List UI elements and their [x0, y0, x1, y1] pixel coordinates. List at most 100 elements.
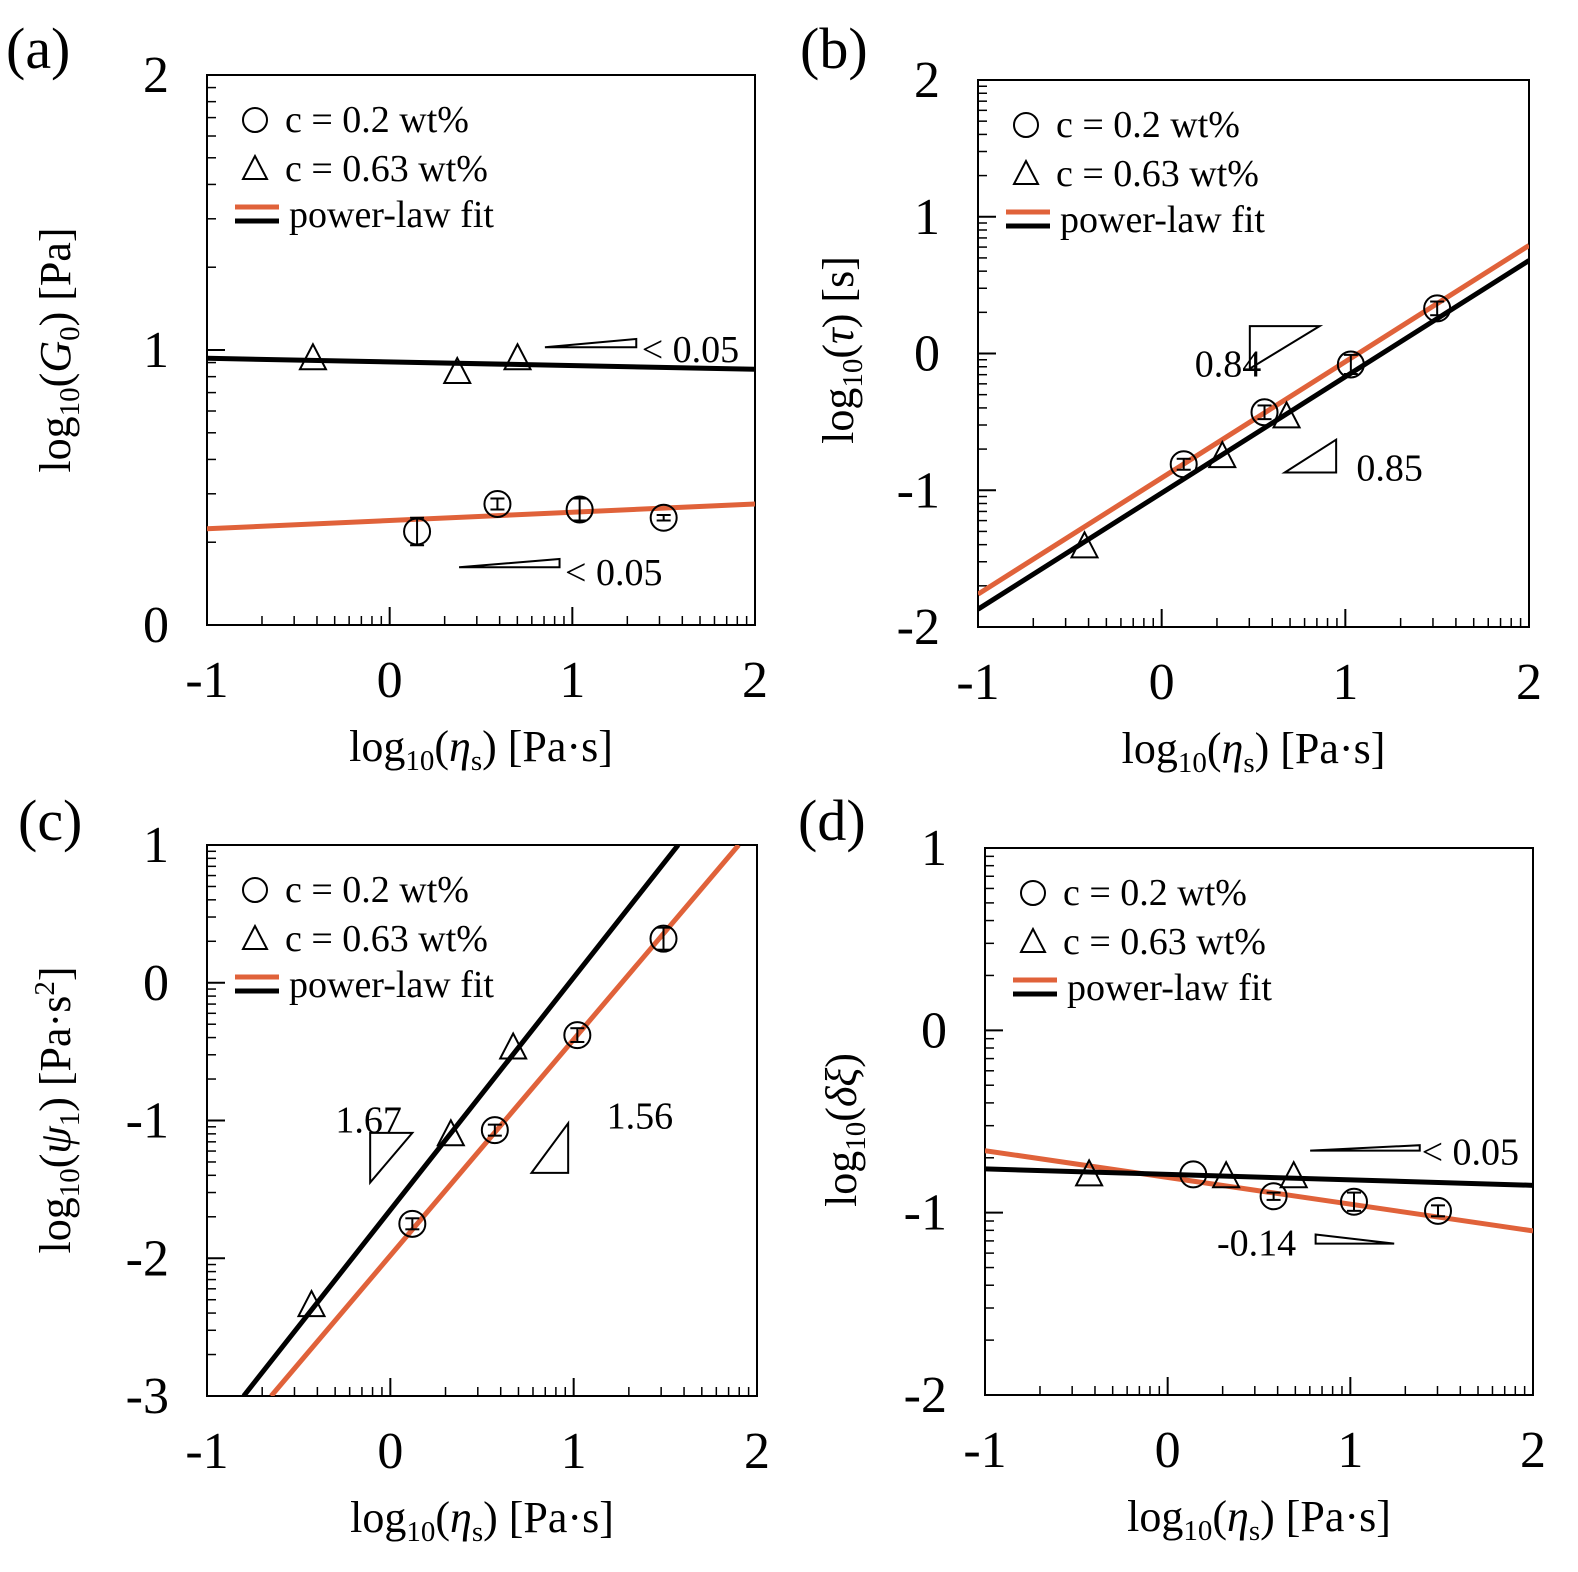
legend-triangle-icon [1019, 926, 1047, 953]
slope-triangle [369, 1131, 415, 1186]
x-axis-label: log10(ηs) [Pa·s] [1127, 1492, 1391, 1547]
data-point-circle [1179, 1160, 1208, 1189]
x-tick-label: 0 [1155, 1422, 1181, 1479]
x-tick-label: 1 [1332, 654, 1358, 711]
x-tick-label: -1 [185, 1423, 228, 1480]
x-axis-label: log10(ηs) [Pa·s] [350, 1493, 614, 1548]
data-point-triangle [1074, 1158, 1104, 1187]
data-point-circle [1169, 450, 1198, 479]
data-point-circle [1424, 1196, 1453, 1225]
legend-circle-icon [242, 877, 268, 903]
plot-frame [984, 847, 1534, 1396]
legend-circle-icon [1020, 880, 1046, 906]
slope-label: < 0.05 [642, 329, 739, 371]
y-axis-label: log10(ψ1) [Pa·s2] [29, 967, 86, 1254]
legend-label: c = 0.2 wt% [285, 869, 469, 911]
x-tick-label: 2 [1516, 654, 1542, 711]
y-tick-label: 1 [143, 817, 169, 874]
y-tick-label: 2 [143, 47, 169, 104]
y-tick-label: 2 [914, 52, 940, 109]
y-tick-label: -1 [904, 1185, 947, 1242]
fit-line-black [207, 355, 755, 372]
data-point-circle [480, 1116, 509, 1145]
panel-label: (a) [6, 16, 70, 81]
y-tick-label: -3 [126, 1368, 169, 1425]
slope-label: < 0.05 [565, 552, 662, 594]
data-point-triangle [1271, 400, 1302, 429]
legend-label: c = 0.2 wt% [1056, 104, 1240, 146]
data-point-triangle [1279, 1160, 1309, 1189]
legend-label: power-law fit [1060, 199, 1265, 241]
legend-label: c = 0.63 wt% [1056, 153, 1259, 195]
legend-triangle-icon [1012, 158, 1040, 185]
slope-label: 1.56 [607, 1095, 674, 1137]
fit-line-black [978, 258, 1529, 612]
data-point-triangle [1211, 1160, 1241, 1189]
slope-label: 0.85 [1356, 447, 1423, 489]
y-tick-label: 1 [143, 322, 169, 379]
data-point-circle [398, 1209, 427, 1238]
slope-triangle [458, 557, 561, 569]
slope-triangle [1310, 1144, 1421, 1152]
slope-label: < 0.05 [1422, 1131, 1519, 1173]
x-axis-label: log10(ηs) [Pa·s] [1122, 724, 1386, 779]
legend: c = 0.2 wt% c = 0.63 wt%power-law fit [235, 99, 494, 236]
panel-b: (b) -1 0 1 2 -2 -1 0 1 2 log10(ηs) [Pa·s] log10(τ) … [800, 16, 1542, 779]
fit-line-black [241, 845, 681, 1396]
x-tick-label: 2 [744, 1423, 770, 1480]
data-point-circle [1339, 1187, 1368, 1216]
data-point-circle [649, 503, 678, 532]
x-tick-label: 2 [1520, 1422, 1546, 1479]
legend-label: c = 0.2 wt% [285, 99, 469, 141]
data-point-circle [403, 517, 432, 546]
slope-label: -0.14 [1217, 1223, 1296, 1265]
data-point-triangle [442, 355, 472, 384]
x-tick-label: -1 [185, 652, 228, 709]
fit-line-black [985, 1166, 1533, 1188]
slope-triangle [1281, 437, 1338, 474]
data-point-triangle [436, 1118, 466, 1147]
x-tick-label: 0 [1149, 654, 1175, 711]
x-tick-label: 1 [561, 1423, 587, 1480]
panel-label: (c) [18, 788, 82, 853]
y-axis-label: log10(G0) [Pa] [31, 227, 86, 472]
panel-a: (a) -1 0 1 2 0 1 2 log10(ηs) [Pa·s] log10(G0) [Pa… [6, 16, 768, 777]
y-tick-label: -1 [897, 462, 940, 519]
slope-triangle [529, 1120, 570, 1174]
fit-line-orange [985, 1148, 1533, 1234]
y-tick-label: 0 [914, 326, 940, 383]
legend-label: c = 0.63 wt% [285, 148, 488, 190]
x-tick-label: 0 [377, 652, 403, 709]
legend-circle-icon [242, 107, 268, 133]
legend-label: c = 0.63 wt% [285, 918, 488, 960]
x-tick-label: 1 [1337, 1422, 1363, 1479]
x-tick-label: 0 [377, 1423, 403, 1480]
y-tick-label: -2 [897, 599, 940, 656]
x-tick-label: -1 [963, 1422, 1006, 1479]
data-point-triangle [498, 1031, 528, 1060]
data-point-triangle [296, 1288, 327, 1318]
slope-label: 1.67 [335, 1100, 402, 1142]
fit-lines [207, 355, 755, 532]
y-tick-label: -1 [126, 1093, 169, 1150]
y-tick-label: -2 [126, 1230, 169, 1287]
data-point-triangle [502, 342, 533, 371]
y-tick-label: -2 [904, 1367, 947, 1424]
legend-triangle-icon [241, 153, 269, 180]
legend-label: c = 0.2 wt% [1063, 872, 1247, 914]
data-point-triangle [1069, 530, 1100, 559]
y-tick-label: 0 [143, 955, 169, 1012]
legend-triangle-icon [241, 923, 269, 950]
y-tick-label: 0 [143, 597, 169, 654]
legend-circle-icon [1013, 112, 1039, 138]
legend-label: power-law fit [289, 194, 494, 236]
y-tick-label: 1 [914, 189, 940, 246]
fit-lines [985, 1148, 1533, 1234]
data-point-circle [483, 490, 512, 518]
data-point-circle [563, 1021, 592, 1050]
panel-label: (d) [798, 788, 866, 853]
data-point-circle [649, 924, 678, 953]
data-point-circle [1250, 398, 1279, 427]
data-point-triangle [298, 342, 328, 371]
